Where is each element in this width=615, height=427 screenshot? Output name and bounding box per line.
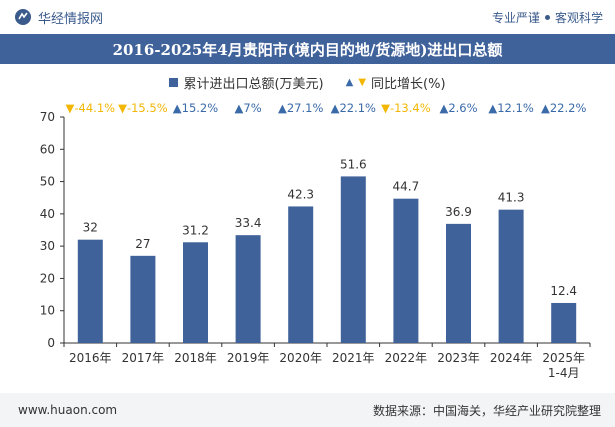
brand[interactable]: 华经情报网 xyxy=(14,8,103,27)
bar-chart: 0 10 20 30 40 50 60 70 32 2016年 ▼-44.1% 27 2017年 ▼-15… xyxy=(40,101,591,380)
bar xyxy=(393,198,419,343)
y-tick-label: 10 xyxy=(40,304,55,318)
bar-swatch-icon xyxy=(169,77,179,87)
y-tick-label: 20 xyxy=(40,271,55,285)
bar xyxy=(498,209,524,343)
chart-title-bar: 2016-2025年4月贵阳市(境内目的地/货源地)进出口总额 xyxy=(0,34,615,64)
bar xyxy=(183,242,208,343)
growth-label: ▲22.1% xyxy=(331,101,376,115)
growth-label: ▼-15.5% xyxy=(118,101,168,115)
y-tick-label: 50 xyxy=(40,175,55,189)
triangle-up-icon: ▲ xyxy=(345,76,354,88)
y-tick-label: 0 xyxy=(47,336,55,350)
y-tick-label: 40 xyxy=(40,207,55,221)
bar-value-label: 36.9 xyxy=(445,205,472,219)
separator-dot-icon xyxy=(544,14,550,20)
growth-label: ▼-44.1% xyxy=(66,101,116,115)
tagline-right: 客观科学 xyxy=(554,10,603,25)
chart-title: 2016-2025年4月贵阳市(境内目的地/货源地)进出口总额 xyxy=(112,40,503,59)
bar-value-label: 32 xyxy=(83,221,98,235)
legend-growth-label: 同比增长(%) xyxy=(371,76,446,92)
bar-value-label: 41.3 xyxy=(498,191,525,205)
y-tick-label: 60 xyxy=(40,142,55,156)
bar-value-label: 44.7 xyxy=(393,180,420,194)
legend-item-growth: ▲ ▼ 同比增长(%) xyxy=(346,73,446,92)
x-tick-label: 2024年 xyxy=(490,351,533,365)
x-tick-label: 2016年 xyxy=(69,351,112,365)
y-tick-label: 30 xyxy=(40,239,55,253)
legend-bar-label: 累计进出口总额(万美元) xyxy=(183,76,324,92)
bar-value-label: 27 xyxy=(135,237,150,251)
x-tick-label: 2021年 xyxy=(332,351,375,365)
tagline-left: 专业严谨 xyxy=(491,10,540,25)
x-tick-label: 2025年 1-4月 xyxy=(542,351,585,380)
brand-name: 华经情报网 xyxy=(38,11,104,27)
bar xyxy=(235,235,261,343)
top-bar: 华经情报网 专业严谨 客观科学 xyxy=(0,0,615,34)
x-tick-label: 2019年 xyxy=(227,351,270,365)
footer-website[interactable]: www.huaon.com xyxy=(18,403,118,417)
bar-value-label: 51.6 xyxy=(340,157,367,171)
tagline: 专业严谨 客观科学 xyxy=(492,9,603,26)
growth-label: ▲2.6% xyxy=(439,101,477,115)
bar xyxy=(288,206,314,343)
bar xyxy=(130,255,156,343)
bar xyxy=(551,302,577,343)
growth-label: ▲7% xyxy=(235,101,262,115)
x-tick-label: 2018年 xyxy=(174,351,217,365)
bar xyxy=(77,239,103,343)
x-tick-label: 2017年 xyxy=(122,351,165,365)
growth-label: ▲27.1% xyxy=(278,101,323,115)
y-tick-label: 70 xyxy=(40,110,55,124)
growth-label: ▲22.2% xyxy=(541,101,586,115)
x-tick-label: 2020年 xyxy=(279,351,322,365)
bar xyxy=(446,223,471,343)
chart-legend: 累计进出口总额(万美元) ▲ ▼ 同比增长(%) xyxy=(0,72,615,92)
growth-label: ▼-13.4% xyxy=(381,101,431,115)
brand-logo-icon xyxy=(15,9,31,25)
bar xyxy=(340,176,366,343)
bar-value-label: 33.4 xyxy=(235,216,262,230)
footer: www.huaon.com 数据来源：中国海关，华经产业研究院整理 xyxy=(0,393,615,427)
footer-source: 数据来源：中国海关，华经产业研究院整理 xyxy=(372,403,601,418)
growth-label: ▲15.2% xyxy=(173,101,218,115)
x-tick-label: 2022年 xyxy=(385,351,428,365)
legend-item-bars: 累计进出口总额(万美元) xyxy=(169,73,324,92)
x-tick-label: 2023年 xyxy=(437,351,480,365)
growth-label: ▲12.1% xyxy=(488,101,533,115)
bar-value-label: 12.4 xyxy=(550,284,577,298)
triangle-down-icon: ▼ xyxy=(358,76,367,88)
bar-value-label: 42.3 xyxy=(287,187,314,201)
bar-value-label: 31.2 xyxy=(182,223,209,237)
